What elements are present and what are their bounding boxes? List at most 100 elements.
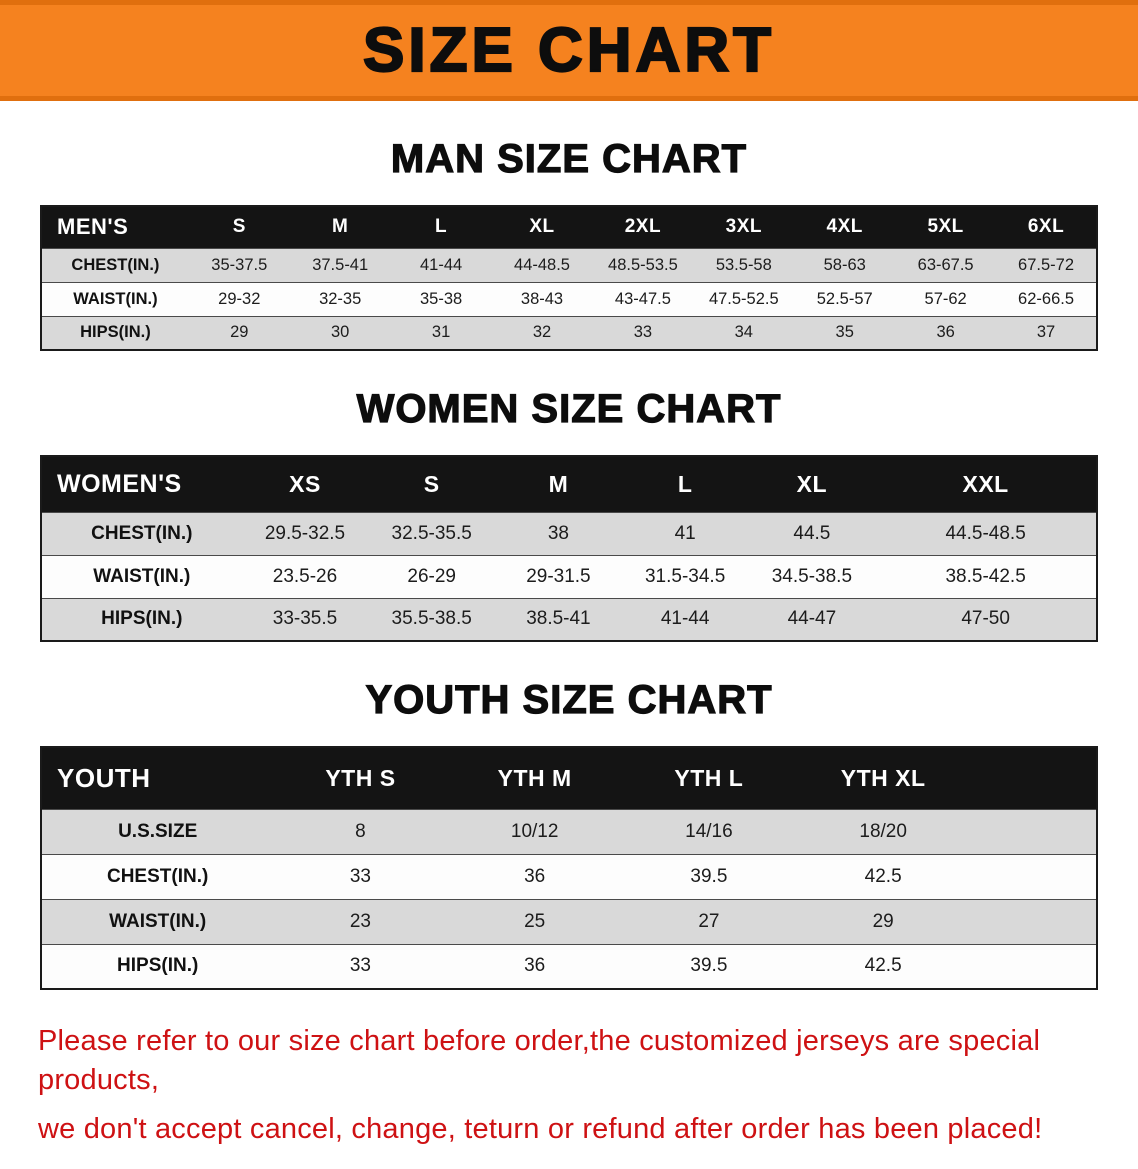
measurement-cell: 34.5-38.5 xyxy=(771,565,853,587)
measurement-cell: 33 xyxy=(633,323,653,342)
measurement-cell: 23.5-26 xyxy=(272,565,338,587)
measurement-cell: 33 xyxy=(349,955,371,977)
measurement-row: WAIST(IN.) 23.5-26 26-29 29-31.5 31.5-34.5 34… xyxy=(41,555,1097,598)
size-column-header: M xyxy=(548,470,569,497)
measurement-cell: 44.5 xyxy=(793,522,831,544)
measurement-cell: 10/12 xyxy=(510,820,559,842)
measurement-cell: 34 xyxy=(734,323,753,342)
women-size-table: WOMEN'S XS S M L XL XXL CHEST(IN.) 29.5-32.5 32.5… xyxy=(40,455,1098,642)
measurement-cell: 32-35 xyxy=(319,289,362,308)
youth-size-section: YOUTH SIZE CHART YOUTH YTH S YTH M YTH L YTH… xyxy=(0,677,1138,990)
row-label: WAIST(IN.) xyxy=(109,910,207,932)
measurement-cell: 30 xyxy=(331,323,350,342)
measurement-cell: 67.5-72 xyxy=(1018,255,1075,274)
measurement-cell: 38.5-42.5 xyxy=(945,565,1026,587)
measurement-cell: 58-63 xyxy=(823,255,866,274)
size-column-header: YTH S xyxy=(325,764,396,791)
size-column-header: 3XL xyxy=(725,216,762,238)
measurement-cell: 47.5-52.5 xyxy=(708,289,779,308)
measurement-cell: 14/16 xyxy=(685,820,733,842)
measurement-cell: 33 xyxy=(349,865,371,887)
table-label-header: MEN'S xyxy=(57,214,129,240)
measurement-cell: 41-44 xyxy=(419,255,463,274)
size-column-header: YTH XL xyxy=(840,764,926,791)
measurement-cell: 32 xyxy=(532,323,552,342)
measurement-cell: 44-47 xyxy=(787,608,837,630)
page-title: SIZE CHART xyxy=(362,15,775,85)
measurement-cell: 41-44 xyxy=(660,608,710,630)
women-section-heading: WOMEN SIZE CHART xyxy=(356,386,782,431)
measurement-cell: 33-35.5 xyxy=(272,608,338,630)
measurement-cell: 25 xyxy=(524,910,546,932)
row-label: HIPS(IN.) xyxy=(117,955,199,977)
measurement-cell: 47-50 xyxy=(961,608,1010,630)
measurement-cell: 35-37.5 xyxy=(211,255,268,274)
measurement-row: HIPS(IN.) 33 36 39.5 42.5 xyxy=(41,944,1097,989)
row-label: HIPS(IN.) xyxy=(101,608,183,630)
measurement-cell: 36 xyxy=(936,323,955,342)
measurement-cell: 23 xyxy=(349,910,371,932)
measurement-cell: 43-47.5 xyxy=(614,289,671,308)
youth-size-table: YOUTH YTH S YTH M YTH L YTH XL U.S.SIZE 8 10/12… xyxy=(40,746,1098,990)
measurement-cell: 26-29 xyxy=(407,565,456,587)
measurement-cell: 42.5 xyxy=(864,865,902,887)
table-label-header: YOUTH xyxy=(57,762,151,793)
filler-cell xyxy=(970,854,1097,899)
measurement-row: WAIST(IN.) 29-32 32-35 35-38 38-43 43-47.5 47.… xyxy=(41,282,1097,316)
men-size-table: MEN'S S M L XL 2XL 3XL 4XL 5XL 6XL CHEST(IN.) 35-37… xyxy=(40,205,1098,351)
size-column-header: 6XL xyxy=(1027,216,1065,238)
measurement-cell: 36 xyxy=(524,955,546,977)
measurement-row: WAIST(IN.) 23 25 27 29 xyxy=(41,899,1097,944)
size-column-header: YTH L xyxy=(674,764,744,791)
disclaimer-line-2: we don't accept cancel, change, teturn o… xyxy=(38,1113,1043,1146)
youth-section-heading: YOUTH SIZE CHART xyxy=(365,677,773,722)
measurement-cell: 52.5-57 xyxy=(816,289,873,308)
measurement-cell: 39.5 xyxy=(690,865,728,887)
measurement-cell: 41 xyxy=(674,522,696,544)
measurement-cell: 29-31.5 xyxy=(526,565,591,587)
measurement-cell: 29.5-32.5 xyxy=(264,522,346,544)
size-column-header: 2XL xyxy=(624,216,662,238)
measurement-row: CHEST(IN.) 33 36 39.5 42.5 xyxy=(41,854,1097,899)
size-header-row: YOUTH YTH S YTH M YTH L YTH XL xyxy=(41,747,1097,809)
filler-cell xyxy=(970,944,1097,989)
size-header-row: MEN'S S M L XL 2XL 3XL 4XL 5XL 6XL xyxy=(41,206,1097,248)
size-chart-banner: SIZE CHART xyxy=(0,0,1138,101)
measurement-cell: 8 xyxy=(355,820,366,842)
row-label: CHEST(IN.) xyxy=(71,255,160,274)
measurement-cell: 29 xyxy=(230,323,249,342)
size-column-header: XS xyxy=(289,470,321,497)
size-column-header: YTH M xyxy=(497,764,572,791)
size-column-header: M xyxy=(332,216,349,238)
measurement-row: HIPS(IN.) 33-35.5 35.5-38.5 38.5-41 41-44 44-… xyxy=(41,598,1097,641)
size-header-row: WOMEN'S XS S M L XL XXL xyxy=(41,456,1097,512)
measurement-cell: 37.5-41 xyxy=(312,255,369,274)
size-column-header: 5XL xyxy=(927,216,964,238)
table-label-header: WOMEN'S xyxy=(57,469,182,498)
measurement-cell: 38.5-41 xyxy=(526,608,591,630)
row-label: U.S.SIZE xyxy=(118,820,198,842)
measurement-cell: 37 xyxy=(1036,323,1056,342)
size-column-header: L xyxy=(435,216,448,238)
filler-cell xyxy=(970,747,1097,809)
measurement-cell: 57-62 xyxy=(924,289,967,308)
filler-cell xyxy=(970,899,1097,944)
size-column-header: XL xyxy=(796,470,828,497)
disclaimer-line-1: Please refer to our size chart before or… xyxy=(38,1025,1041,1097)
measurement-cell: 48.5-53.5 xyxy=(608,255,678,274)
row-label: WAIST(IN.) xyxy=(93,565,191,587)
disclaimer-note: Please refer to our size chart before or… xyxy=(38,1022,1100,1149)
size-column-header: S xyxy=(232,216,246,238)
measurement-cell: 38 xyxy=(547,522,569,544)
size-column-header: S xyxy=(423,470,440,497)
filler-cell xyxy=(970,809,1097,854)
measurement-cell: 29-32 xyxy=(218,289,261,308)
row-label: CHEST(IN.) xyxy=(106,865,209,887)
measurement-cell: 39.5 xyxy=(690,955,728,977)
size-column-header: XL xyxy=(529,216,555,238)
measurement-cell: 44.5-48.5 xyxy=(945,522,1026,544)
measurement-row: CHEST(IN.) 35-37.5 37.5-41 41-44 44-48.5 48.5… xyxy=(41,248,1097,282)
measurement-cell: 35.5-38.5 xyxy=(391,608,472,630)
row-label: HIPS(IN.) xyxy=(80,323,151,342)
measurement-row: U.S.SIZE 8 10/12 14/16 18/20 xyxy=(41,809,1097,854)
